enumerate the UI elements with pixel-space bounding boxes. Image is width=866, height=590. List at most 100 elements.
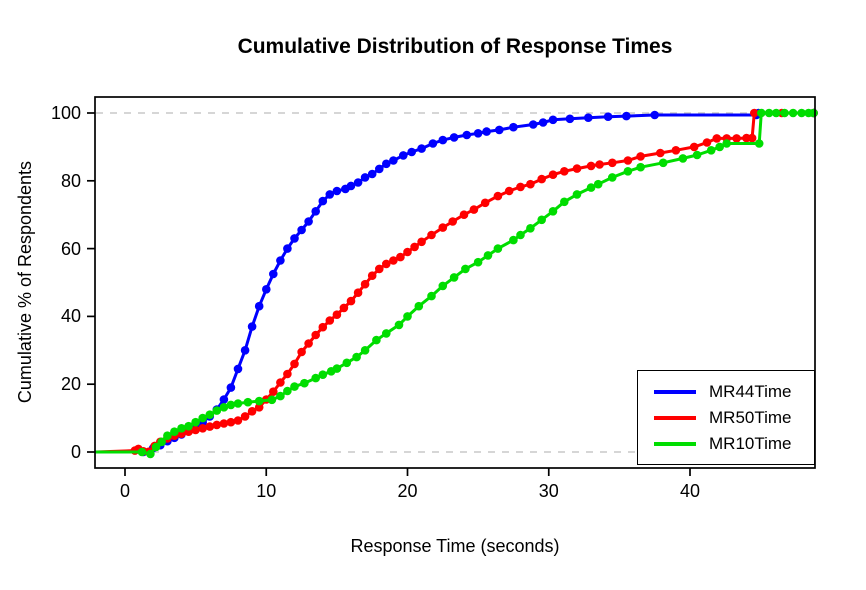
data-point-MR50Time	[346, 296, 356, 306]
data-point-MR44Time	[297, 225, 306, 235]
data-point-MR50Time	[290, 359, 299, 369]
data-point-MR44Time	[226, 383, 236, 392]
data-point-MR50Time	[389, 256, 398, 265]
data-point-MR50Time	[732, 134, 741, 143]
data-point-MR10Time	[300, 378, 309, 388]
data-point-MR10Time	[184, 421, 193, 431]
data-point-MR50Time	[212, 420, 222, 430]
data-point-MR50Time	[671, 146, 681, 155]
data-point-MR10Time	[715, 142, 724, 152]
data-point-MR44Time	[262, 285, 271, 294]
data-point-MR44Time	[353, 178, 363, 187]
data-point-MR50Time	[608, 158, 617, 168]
chart-title: Cumulative Distribution of Response Time…	[237, 35, 673, 58]
x-tick-label-30: 30	[538, 481, 559, 501]
data-point-MR44Time	[367, 169, 377, 179]
data-point-MR10Time	[233, 399, 243, 408]
data-point-MR10Time	[212, 406, 222, 415]
data-point-MR10Time	[586, 183, 596, 192]
data-point-MR10Time	[722, 139, 731, 148]
data-point-MR10Time	[163, 431, 172, 441]
data-point-MR10Time	[352, 352, 361, 362]
data-point-MR10Time	[526, 224, 535, 233]
data-point-MR10Time	[509, 235, 518, 245]
data-point-MR10Time	[623, 167, 633, 176]
x-tick-label-0: 0	[119, 481, 130, 501]
data-point-MR50Time	[233, 416, 243, 425]
data-point-MR50Time	[516, 182, 525, 192]
y-tick-label-80: 80	[60, 170, 81, 191]
plot-frame	[94, 96, 816, 469]
data-point-MR10Time	[177, 424, 186, 433]
data-point-MR10Time	[764, 108, 774, 118]
data-point-MR50Time	[396, 252, 405, 262]
data-point-MR50Time	[205, 422, 215, 431]
data-point-MR10Time	[205, 410, 215, 420]
data-point-MR44Time	[360, 173, 370, 182]
data-point-MR44Time	[332, 186, 342, 196]
data-point-MR44Time	[538, 118, 548, 127]
legend-label-MR44Time: MR44Time	[709, 381, 792, 401]
data-point-MR50Time	[504, 186, 514, 196]
data-point-MR10Time	[658, 158, 668, 168]
data-point-MR44Time	[482, 127, 491, 136]
legend-swatch-MR44Time	[654, 389, 696, 394]
data-point-MR50Time	[595, 160, 604, 169]
data-point-MR10Time	[493, 244, 503, 253]
series-MR10Time	[94, 108, 818, 459]
data-point-MR44Time	[254, 301, 264, 311]
data-point-MR50Time	[427, 230, 436, 240]
data-point-MR50Time	[448, 217, 458, 226]
x-axis-label: Response Time (seconds)	[350, 536, 560, 556]
data-point-MR44Time	[382, 159, 391, 169]
x-tick-label-20: 20	[397, 481, 418, 501]
data-point-MR10Time	[170, 427, 179, 437]
data-point-MR50Time	[254, 403, 264, 412]
data-point-MR50Time	[360, 279, 370, 289]
data-point-MR10Time	[516, 230, 525, 240]
data-point-MR50Time	[526, 179, 535, 189]
data-point-MR10Time	[146, 449, 155, 459]
data-point-MR44Time	[219, 395, 229, 404]
data-point-MR10Time	[382, 329, 391, 338]
data-point-MR44Time	[290, 234, 299, 243]
data-point-MR44Time	[548, 115, 558, 125]
x-tick-label-40: 40	[679, 481, 701, 501]
data-point-MR44Time	[276, 256, 285, 265]
data-point-MR10Time	[706, 146, 716, 155]
data-point-MR50Time	[339, 303, 349, 313]
data-point-MR50Time	[712, 134, 722, 143]
data-point-MR44Time	[473, 129, 483, 138]
data-point-MR10Time	[608, 173, 617, 182]
data-point-MR44Time	[389, 156, 398, 165]
legend: MR44Time MR50Time MR10Time	[637, 370, 815, 465]
data-point-MR50Time	[219, 419, 229, 428]
data-point-MR44Time	[346, 181, 356, 191]
data-point-MR44Time	[584, 113, 593, 122]
data-point-MR50Time	[417, 237, 426, 247]
data-point-MR50Time	[572, 164, 582, 173]
data-point-MR50Time	[353, 288, 363, 298]
legend-swatch-MR50Time	[654, 415, 696, 420]
data-point-MR50Time	[537, 174, 546, 184]
data-point-MR50Time	[283, 369, 292, 379]
data-point-MR50Time	[702, 138, 712, 147]
data-point-MR44Time	[240, 346, 250, 355]
data-point-MR10Time	[449, 273, 459, 282]
data-point-MR10Time	[342, 358, 352, 368]
data-point-MR44Time	[428, 139, 438, 148]
data-point-MR50Time	[403, 247, 412, 257]
data-point-MR50Time	[318, 322, 328, 332]
data-point-MR50Time	[438, 223, 448, 232]
data-point-MR44Time	[283, 244, 292, 253]
data-point-MR44Time	[233, 364, 243, 374]
y-tick-label-100: 100	[50, 103, 81, 123]
data-point-MR44Time	[399, 151, 408, 160]
data-point-MR10Time	[780, 108, 789, 118]
data-point-MR10Time	[360, 346, 370, 355]
data-point-MR10Time	[572, 190, 582, 199]
data-point-MR50Time	[191, 425, 200, 435]
data-point-MR10Time	[151, 442, 161, 452]
data-point-MR50Time	[410, 242, 419, 252]
